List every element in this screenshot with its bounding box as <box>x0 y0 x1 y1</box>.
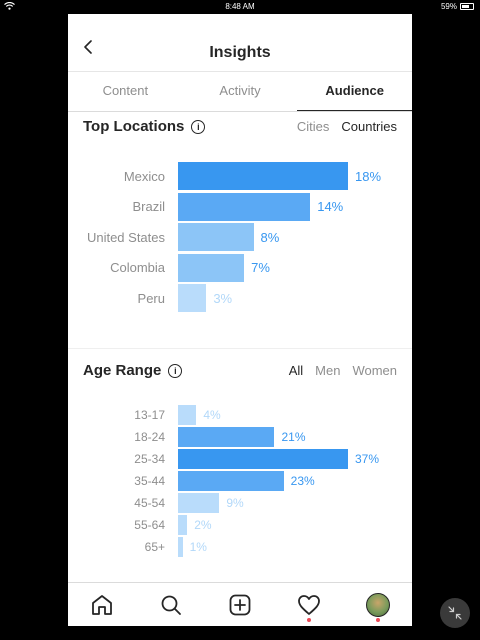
row-value: 37% <box>355 452 380 466</box>
battery-percent: 59% <box>440 2 457 11</box>
row-value: 9% <box>226 496 244 510</box>
chart-row: 45-54 9% <box>68 493 412 513</box>
bar <box>178 253 245 282</box>
row-label: Peru <box>137 290 165 306</box>
top-locations-title: Top Locations <box>83 118 185 135</box>
top-locations-header: Top Locations i Cities Countries <box>83 118 397 135</box>
collapse-arrows-icon <box>448 606 462 620</box>
chart-row: United States 8% <box>68 223 412 251</box>
row-label: Colombia <box>110 260 165 275</box>
chart-row: Colombia 7% <box>68 253 412 282</box>
location-filters: Cities Countries <box>297 119 397 134</box>
nav-add[interactable] <box>225 590 255 620</box>
tab-bar: Content Activity Audience <box>68 72 412 112</box>
heart-icon <box>297 594 320 615</box>
bar <box>178 284 207 312</box>
row-label: Brazil <box>132 199 165 214</box>
row-value: 21% <box>281 430 306 444</box>
row-label: 13-17 <box>134 408 165 422</box>
page-title: Insights <box>209 44 271 61</box>
age-range-header: Age Range i All Men Women <box>83 362 397 379</box>
row-value: 7% <box>251 260 270 275</box>
tab-activity[interactable]: Activity <box>219 83 261 98</box>
header: Insights <box>68 14 412 72</box>
bar <box>178 223 254 251</box>
insights-panel: Insights Content Activity Audience Top L… <box>68 14 412 626</box>
filter-women[interactable]: Women <box>352 363 397 378</box>
nav-profile[interactable] <box>363 590 393 622</box>
row-value: 23% <box>290 474 315 488</box>
minimize-button[interactable] <box>440 598 470 628</box>
bar <box>178 515 188 535</box>
chart-row: 55-64 2% <box>68 515 412 535</box>
bar <box>178 427 275 447</box>
chart-row: 65+ 1% <box>68 537 412 557</box>
bar <box>178 405 197 425</box>
notification-dot <box>375 617 380 622</box>
wifi-icon <box>4 2 15 10</box>
section-divider <box>68 348 412 349</box>
filter-cities[interactable]: Cities <box>296 119 330 134</box>
filter-all[interactable]: All <box>288 363 304 378</box>
bar <box>178 449 348 469</box>
tab-content[interactable]: Content <box>102 83 149 98</box>
chart-row: 25-34 37% <box>68 449 412 469</box>
tab-audience[interactable]: Audience <box>297 72 412 111</box>
row-label: 25-34 <box>134 452 165 466</box>
age-filters: All Men Women <box>289 363 397 378</box>
bar <box>178 162 348 190</box>
bar <box>178 537 183 557</box>
top-locations-chart: Mexico 18% Brazil 14% United States 8% Colombi… <box>68 162 412 314</box>
filter-men[interactable]: Men <box>315 363 341 378</box>
nav-activity[interactable] <box>294 590 324 622</box>
row-value: 3% <box>213 290 233 306</box>
chart-row: Peru 3% <box>68 284 412 312</box>
home-icon <box>92 594 113 615</box>
nav-search[interactable] <box>156 590 186 620</box>
bottom-nav <box>68 582 412 626</box>
back-arrow-icon[interactable] <box>82 40 94 54</box>
notification-dot <box>306 617 311 622</box>
top-locations-title-group: Top Locations i <box>83 118 206 135</box>
row-label: 55-64 <box>134 518 165 532</box>
chart-row: 35-44 23% <box>68 471 412 491</box>
chart-row: Mexico 18% <box>68 162 412 190</box>
chart-row: 18-24 21% <box>68 427 412 447</box>
status-time: 8:48 AM <box>225 2 255 11</box>
row-label: 45-54 <box>134 496 165 510</box>
bar <box>178 192 311 221</box>
bar <box>178 471 284 491</box>
info-icon[interactable]: i <box>191 119 206 134</box>
avatar <box>365 592 390 617</box>
row-value: 14% <box>317 199 344 214</box>
row-label: Mexico <box>123 168 165 184</box>
row-label: 35-44 <box>134 474 165 488</box>
add-icon <box>229 594 251 615</box>
age-range-chart: 13-17 4% 18-24 21% 25-34 37% 35-44 23% 45-54 9% 55… <box>68 405 412 561</box>
chart-row: 13-17 4% <box>68 405 412 425</box>
row-value: 1% <box>189 540 207 554</box>
row-value: 2% <box>194 518 212 532</box>
info-icon[interactable]: i <box>168 363 183 378</box>
row-label: United States <box>86 229 165 245</box>
chart-row: Brazil 14% <box>68 192 412 221</box>
row-value: 8% <box>260 229 280 245</box>
filter-countries[interactable]: Countries <box>341 119 397 134</box>
age-range-title-group: Age Range i <box>83 362 183 379</box>
status-bar: 8:48 AM 59% <box>0 0 480 13</box>
bar <box>178 493 220 513</box>
row-label: 65+ <box>144 540 165 554</box>
row-value: 18% <box>355 168 382 184</box>
search-icon <box>161 595 182 615</box>
age-range-title: Age Range <box>83 362 162 379</box>
battery-icon <box>460 3 474 10</box>
nav-home[interactable] <box>87 590 117 620</box>
row-label: 18-24 <box>134 430 165 444</box>
row-value: 4% <box>203 408 221 422</box>
battery-indicator: 59% <box>441 2 474 11</box>
